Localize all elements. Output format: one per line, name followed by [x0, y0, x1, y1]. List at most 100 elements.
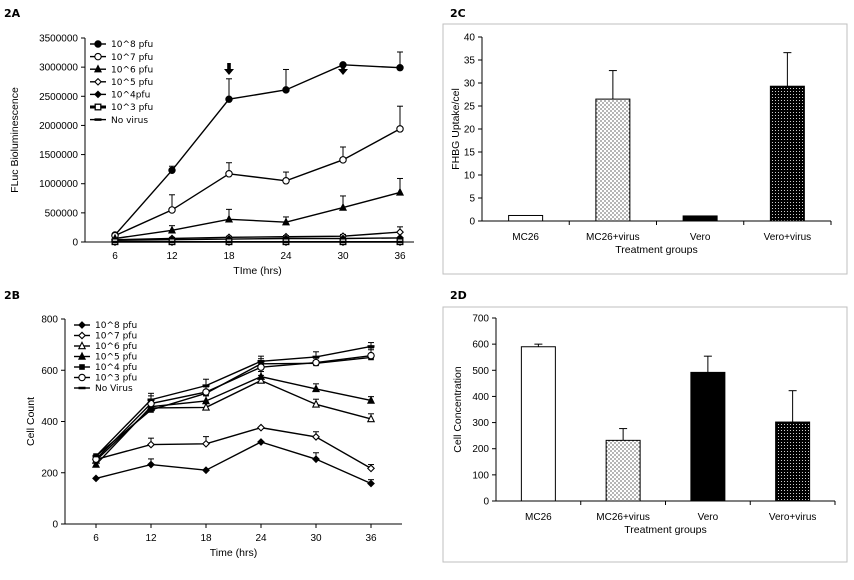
data-point	[256, 375, 266, 384]
legend-label: 10^7 pfu	[95, 332, 137, 342]
x-tick-label: 6	[93, 533, 99, 544]
legend-marker	[77, 351, 87, 360]
data-point	[148, 407, 154, 413]
data-point	[282, 86, 290, 94]
series-line	[114, 64, 401, 236]
y-tick-label: 700	[472, 314, 489, 325]
data-point	[257, 423, 265, 432]
data-point	[367, 351, 375, 360]
legend-label: No Virus	[95, 384, 133, 394]
legend-marker	[93, 64, 103, 73]
data-point	[366, 414, 376, 423]
legend-marker	[78, 373, 86, 382]
legend-label: 10^5 pfu	[111, 78, 153, 88]
series-1	[92, 438, 375, 488]
panel-label-2a: 2A	[4, 7, 21, 20]
bar-4	[775, 421, 811, 502]
data-point	[224, 214, 234, 223]
legend-marker	[94, 40, 102, 48]
legend-marker	[79, 364, 85, 370]
y-tick-label: 15	[464, 148, 476, 159]
legend-label: 10^8 pfu	[95, 321, 137, 331]
series-2	[111, 105, 404, 240]
y-tick-label: 30	[464, 79, 476, 90]
legend-label: 10^8 pfu	[111, 40, 153, 50]
legend-marker	[94, 103, 102, 111]
data-point	[312, 432, 320, 441]
bar-2	[605, 439, 641, 502]
series-line	[114, 231, 401, 241]
series-1	[111, 51, 404, 239]
bar-1	[520, 346, 556, 502]
bar-3	[690, 371, 726, 502]
data-point	[256, 371, 266, 380]
bar-4	[769, 85, 805, 222]
x-tick-label: 30	[310, 533, 322, 544]
data-point	[282, 177, 290, 185]
series-line	[95, 345, 372, 457]
y-tick-label: 400	[41, 417, 58, 428]
x-tick-label: 18	[200, 533, 212, 544]
panel-2a-line-chart: 0 500000 1000000 1500000 2000000 2500000 30000…	[9, 34, 414, 277]
series-3	[110, 177, 405, 242]
y-tick-label: 1000000	[39, 179, 78, 190]
x-axis-label: Time (hrs)	[210, 547, 257, 559]
series-2	[92, 423, 375, 473]
y-tick-label: 2500000	[39, 92, 78, 103]
annotation-arrow-icon	[341, 63, 345, 70]
data-point	[202, 388, 210, 396]
data-point	[147, 440, 155, 449]
y-axis-label: FHBG Uptake/cel	[450, 88, 462, 170]
x-axis-label: Treatment groups	[624, 524, 706, 536]
y-tick-label: 3500000	[39, 34, 78, 45]
data-point	[367, 479, 375, 488]
y-tick-label: 3000000	[39, 63, 78, 74]
y-tick-label: 0	[483, 497, 489, 508]
y-tick-label: 0	[469, 217, 475, 228]
legend-marker	[78, 331, 86, 340]
series-line	[95, 356, 372, 457]
data-point	[367, 464, 375, 473]
y-tick-label: 500	[472, 366, 489, 377]
x-tick-label: 30	[337, 251, 349, 262]
series-line	[95, 354, 372, 460]
data-point	[312, 358, 320, 367]
data-point	[396, 64, 404, 72]
data-point	[395, 187, 405, 196]
x-tick-label: 6	[112, 251, 118, 262]
annotation-arrow-icon	[227, 63, 231, 70]
y-tick-label: 200	[41, 468, 58, 479]
data-point	[338, 202, 348, 211]
annotation-arrow-head	[224, 69, 234, 75]
y-tick-label: 35	[464, 56, 476, 67]
x-tick-label: 24	[280, 251, 292, 262]
data-point	[147, 460, 155, 469]
panel-2d-bar-chart: 0 100 200 300 400 500 600 700 MC26 MC26+virus Vero…	[452, 314, 836, 536]
y-tick-label: 800	[41, 315, 58, 326]
legend: 10^8 pfu 10^7 pfu 10^6 pfu 10^5 pfu 10^4pfu 1…	[90, 40, 153, 126]
panel-2b-line-chart: 0 200 400 600 800 6 12 18 24 30 36 Time (hrs) Cell C…	[25, 315, 402, 559]
legend-marker	[78, 321, 86, 329]
series-line	[95, 375, 372, 466]
x-tick-label: Vero+virus	[769, 512, 817, 523]
data-point	[201, 402, 211, 411]
data-point	[168, 206, 176, 214]
y-tick-label: 600	[472, 340, 489, 351]
legend-label: 10^6 pfu	[95, 342, 137, 352]
data-point	[202, 466, 210, 475]
data-point	[257, 438, 265, 446]
y-axis-label: Cell Concentration	[452, 366, 464, 453]
legend-label: 10^5 pfu	[95, 353, 137, 363]
panel-label-2c: 2C	[450, 7, 466, 20]
data-point	[281, 217, 291, 226]
legend-label: 10^4pfu	[111, 91, 150, 101]
data-point	[311, 399, 321, 408]
data-point	[225, 170, 233, 178]
y-tick-label: 500000	[45, 208, 79, 219]
legend-label: 10^3 pfu	[95, 374, 137, 384]
y-tick-label: 1500000	[39, 150, 78, 161]
series-line	[114, 128, 401, 237]
bar-3	[682, 215, 718, 222]
